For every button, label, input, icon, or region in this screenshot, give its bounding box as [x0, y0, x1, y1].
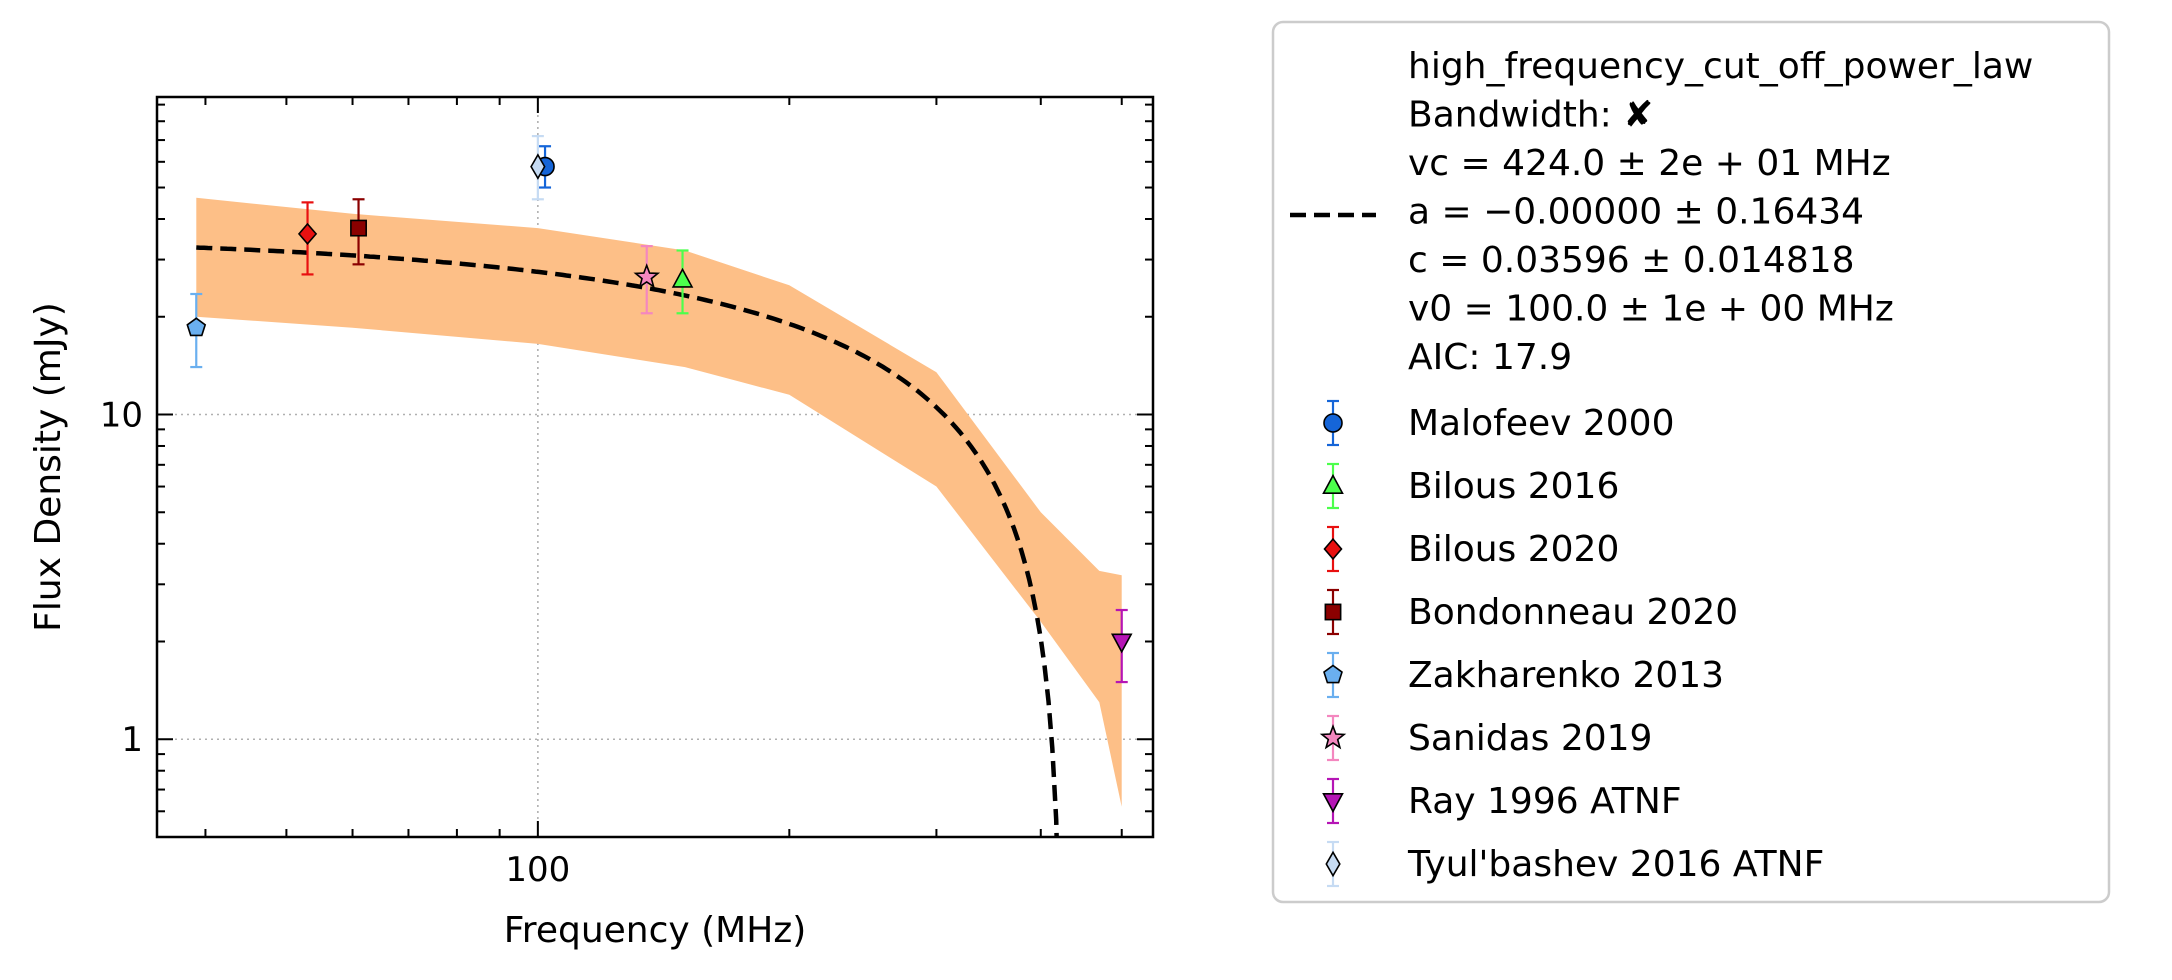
tick-labels: 100 1 10 — [100, 396, 571, 890]
legend-item: Tyul'bashev 2016 ATNF — [1325, 840, 1824, 888]
fit-uncertainty-band-layer — [196, 197, 1122, 807]
legend-marker — [1323, 413, 1343, 433]
legend-item: Ray 1996 ATNF — [1322, 777, 1682, 825]
data-points — [186, 134, 1133, 684]
legend-label: Bondonneau 2020 — [1408, 592, 1738, 633]
data-point-marker — [671, 267, 694, 288]
data-point-marker — [633, 263, 661, 289]
legend-fit-text-line: AIC: 17.9 — [1408, 337, 1572, 378]
legend-item: Bilous 2016 — [1322, 462, 1619, 510]
series-zakharenko-2013 — [186, 292, 207, 369]
legend-label: Ray 1996 ATNF — [1408, 781, 1682, 822]
series-bilous-2016 — [671, 249, 694, 315]
legend-label: Malofeev 2000 — [1408, 403, 1674, 444]
fit-line — [196, 245, 1059, 837]
legend-item: Malofeev 2000 — [1323, 399, 1674, 447]
legend-frame — [1271, 20, 2111, 904]
data-point-marker — [530, 153, 546, 180]
data-point-marker — [297, 222, 318, 246]
data-point-marker — [1110, 633, 1133, 654]
legend-marker — [1325, 850, 1341, 878]
series-sanidas-2019 — [633, 245, 661, 315]
series-tyul-bashev-2016-atnf — [530, 134, 546, 201]
data-point-marker — [186, 317, 207, 337]
legend-fit-text-line: a = −0.00000 ± 0.16434 — [1408, 192, 1864, 233]
legend-item: Sanidas 2019 — [1319, 714, 1652, 762]
legend-item: Zakharenko 2013 — [1323, 651, 1724, 699]
series-ray-1996-atnf — [1110, 608, 1133, 684]
y-tick-label: 10 — [100, 396, 143, 436]
legend-label: Zakharenko 2013 — [1408, 655, 1724, 696]
y-tick-label: 1 — [121, 720, 143, 760]
x-tick-label: 100 — [505, 850, 570, 890]
y-axis-label: Flux Density (mJy) — [28, 302, 69, 632]
legend-marker — [1323, 537, 1343, 561]
axis-ticks — [157, 97, 1153, 838]
legend-marker — [1319, 724, 1347, 750]
legend-label: Bilous 2020 — [1408, 529, 1619, 570]
legend-label: Bilous 2016 — [1408, 466, 1619, 507]
legend-fit-text-line: v0 = 100.0 ± 1e + 00 MHz — [1408, 289, 1894, 330]
legend-marker — [1322, 473, 1344, 495]
legend-item: Bilous 2020 — [1323, 525, 1619, 573]
legend-fit-text-line: c = 0.03596 ± 0.014818 — [1408, 240, 1855, 281]
data-point-marker — [350, 219, 367, 237]
plot-frame — [155, 95, 1155, 839]
series-bilous-2020 — [297, 201, 318, 276]
legend-label: Tyul'bashev 2016 ATNF — [1407, 844, 1824, 885]
legend-fit-text-line: Bandwidth: ✘ — [1408, 95, 1653, 136]
legend-item: Bondonneau 2020 — [1324, 588, 1738, 636]
legend-marker — [1322, 792, 1344, 814]
legend: high_frequency_cut_off_power_law Bandwidt… — [1271, 20, 2111, 904]
legend-fit-text-line: vc = 424.0 ± 2e + 01 MHz — [1408, 143, 1891, 184]
legend-series-entries: Malofeev 2000 Bilous 2016 Bilous 2020 Bondo… — [1319, 399, 1824, 888]
legend-marker — [1324, 603, 1342, 621]
grid — [157, 97, 1153, 837]
x-axis-label: Frequency (MHz) — [504, 910, 807, 951]
legend-fit-entry: high_frequency_cut_off_power_law Bandwidt… — [1290, 46, 2033, 378]
series-bondonneau-2020 — [350, 198, 367, 266]
fit-uncertainty-band — [196, 197, 1122, 807]
fit-line-layer — [196, 245, 1059, 837]
legend-marker — [1323, 664, 1343, 684]
legend-fit-text-line: high_frequency_cut_off_power_law — [1408, 46, 2033, 87]
legend-label: Sanidas 2019 — [1408, 718, 1652, 759]
